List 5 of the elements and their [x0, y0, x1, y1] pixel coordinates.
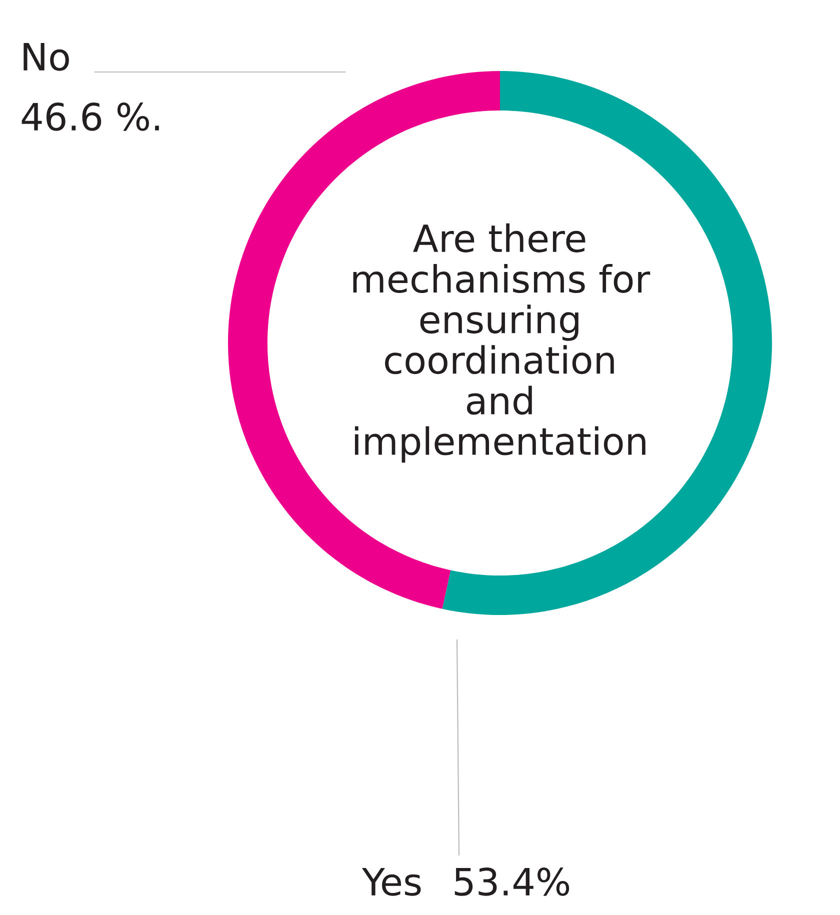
data-label: 53.4%	[454, 868, 570, 896]
text: Are there mechanisms for ensuring coordination and implementation	[353, 223, 650, 463]
slice-label: Yes	[362, 868, 421, 896]
slice-label: No	[24, 43, 69, 71]
data-label: 46.6 %.	[22, 102, 159, 131]
